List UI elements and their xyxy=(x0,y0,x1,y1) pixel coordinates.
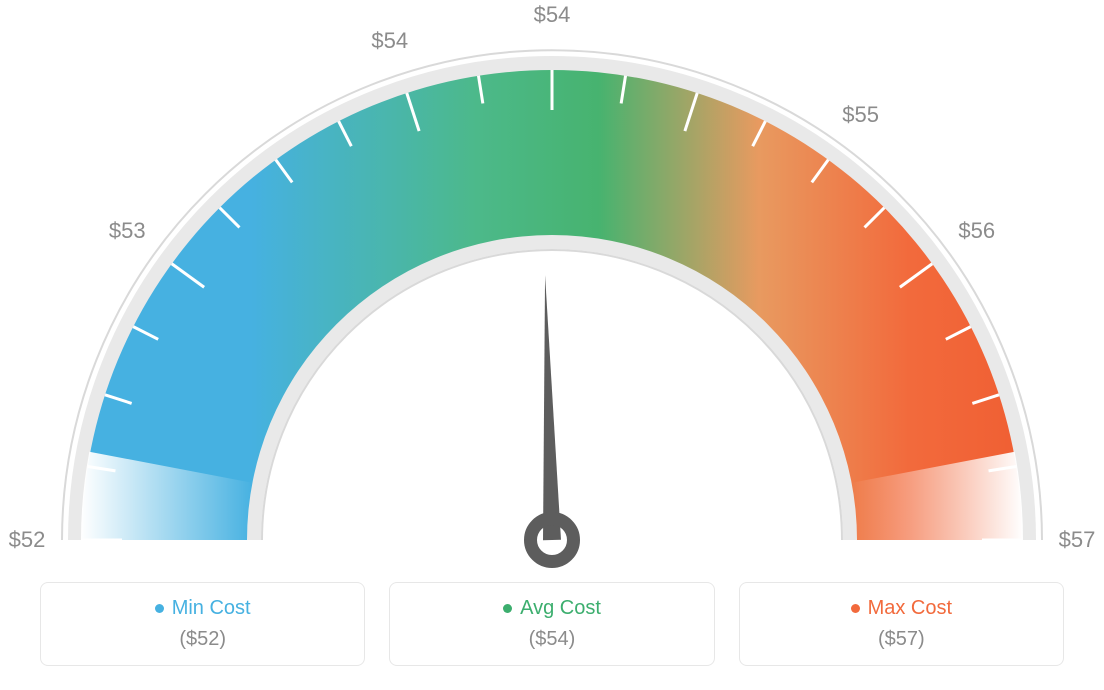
gauge-tick-label: $54 xyxy=(534,2,571,28)
legend-value: ($57) xyxy=(878,628,925,651)
legend-card: Avg Cost ($54) xyxy=(389,582,714,666)
legend-top: Min Cost xyxy=(155,597,251,620)
legend-top: Avg Cost xyxy=(503,597,601,620)
gauge-chart-container: $52 $53 $54 $54 $55 $56 $57 Min Cost ($52) Avg C… xyxy=(0,0,1104,690)
gauge-tick-label: $57 xyxy=(1059,527,1096,553)
legend-dot-icon xyxy=(155,604,164,613)
gauge-area: $52 $53 $54 $54 $55 $56 $57 xyxy=(0,0,1104,570)
gauge-tick-label: $56 xyxy=(958,218,995,244)
gauge-tick-label: $52 xyxy=(9,527,46,553)
gauge-needle xyxy=(543,275,561,540)
legend-card: Max Cost ($57) xyxy=(739,582,1064,666)
gauge-tick-label: $55 xyxy=(842,102,879,128)
legend-row: Min Cost ($52) Avg Cost ($54) Max Cost ($57) xyxy=(0,582,1104,666)
legend-card: Min Cost ($52) xyxy=(40,582,365,666)
gauge-tick-label: $53 xyxy=(109,218,146,244)
gauge-svg xyxy=(0,0,1104,570)
legend-label: Min Cost xyxy=(172,597,251,620)
legend-dot-icon xyxy=(503,604,512,613)
legend-label: Max Cost xyxy=(868,597,952,620)
legend-top: Max Cost xyxy=(851,597,952,620)
legend-value: ($52) xyxy=(179,628,226,651)
legend-label: Avg Cost xyxy=(520,597,601,620)
legend-dot-icon xyxy=(851,604,860,613)
legend-value: ($54) xyxy=(529,628,576,651)
gauge-tick-label: $54 xyxy=(371,28,408,54)
